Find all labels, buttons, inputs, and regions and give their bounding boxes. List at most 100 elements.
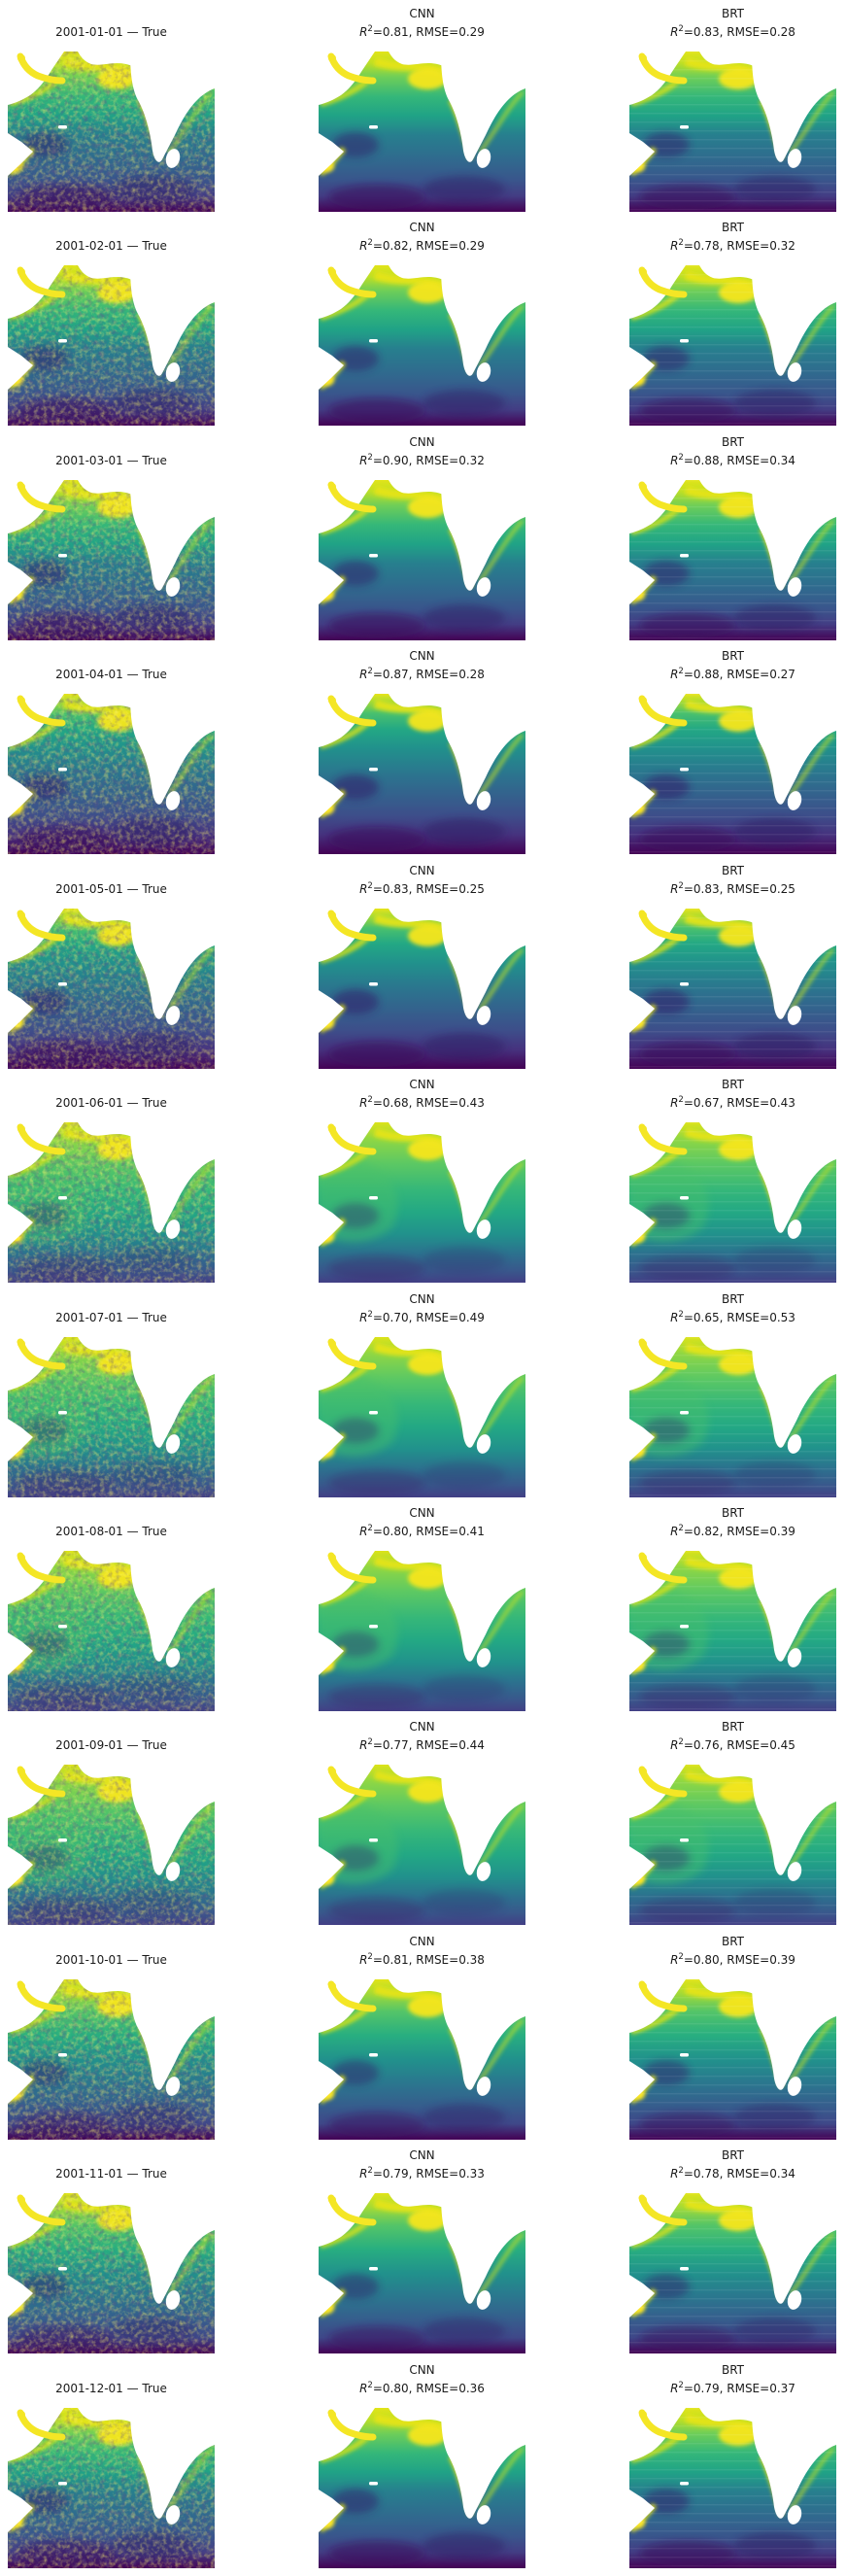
r2-value: 0.82	[382, 239, 409, 254]
equals-sign: =	[760, 668, 770, 682]
true-map	[8, 1978, 215, 2140]
cnn-metrics: R2=0.81, RMSE=0.38	[359, 1951, 485, 1970]
panel-cnn: CNN R2=0.77, RMSE=0.44	[319, 1713, 525, 1926]
equals-sign: =	[683, 2167, 694, 2181]
equals-sign: =	[683, 1096, 694, 1111]
r2-value: 0.80	[382, 2381, 409, 2395]
brt-panel-title: BRT R2=0.80, RMSE=0.39	[629, 1928, 836, 1979]
cnn-panel-title: CNN R2=0.81, RMSE=0.29	[319, 0, 525, 52]
brt-map	[629, 1122, 836, 1284]
rmse-value: 0.34	[769, 2167, 795, 2181]
r2-symbol: R	[359, 453, 368, 467]
panel-cnn: CNN R2=0.82, RMSE=0.29	[319, 214, 525, 427]
true-panel-title: 2001-05-01 — True	[8, 857, 215, 909]
r2-symbol: R	[670, 1738, 679, 1753]
true-title-text: 2001-04-01 — True	[55, 668, 167, 682]
cnn-metrics: R2=0.90, RMSE=0.32	[359, 452, 485, 470]
rmse-label: RMSE	[416, 239, 450, 254]
brt-map	[629, 52, 836, 212]
rmse-value: 0.29	[458, 25, 485, 39]
brt-map	[629, 265, 836, 427]
cnn-model-label: CNN	[409, 863, 435, 877]
panel-brt: BRT R2=0.78, RMSE=0.34	[629, 2142, 836, 2354]
r2-value: 0.83	[693, 25, 720, 39]
cnn-model-label: CNN	[409, 7, 435, 20]
r2-value: 0.83	[382, 881, 409, 896]
panel-cnn: CNN R2=0.80, RMSE=0.41	[319, 1499, 525, 1711]
equals-sign: =	[449, 1096, 459, 1111]
rmse-value: 0.32	[769, 239, 795, 254]
brt-metrics: R2=0.78, RMSE=0.34	[670, 2165, 795, 2183]
rmse-label: RMSE	[416, 1524, 450, 1538]
brt-model-label: BRT	[721, 649, 745, 664]
cnn-panel-title: CNN R2=0.82, RMSE=0.29	[319, 214, 525, 265]
r2-exponent: 2	[367, 2166, 373, 2177]
brt-map	[629, 1765, 836, 1926]
true-map	[8, 1550, 215, 1711]
r2-value: 0.81	[382, 25, 409, 39]
rmse-value: 0.28	[769, 25, 795, 39]
rmse-label: RMSE	[727, 1952, 761, 1967]
separator: ,	[408, 2167, 417, 2181]
brt-panel-title: BRT R2=0.78, RMSE=0.34	[629, 2142, 836, 2193]
r2-symbol: R	[359, 239, 368, 254]
separator: ,	[719, 2381, 728, 2395]
equals-sign: =	[683, 2381, 694, 2395]
separator: ,	[408, 1952, 417, 1967]
true-panel-title: 2001-10-01 — True	[8, 1928, 215, 1979]
rmse-label: RMSE	[416, 453, 450, 467]
brt-metrics: R2=0.79, RMSE=0.37	[670, 2380, 795, 2398]
cnn-map	[319, 2407, 525, 2568]
rmse-label: RMSE	[727, 881, 761, 896]
r2-symbol: R	[670, 1310, 679, 1324]
rmse-label: RMSE	[727, 453, 761, 467]
cnn-panel-title: CNN R2=0.70, RMSE=0.49	[319, 1286, 525, 1337]
cnn-map	[319, 1978, 525, 2140]
cnn-panel-title: CNN R2=0.80, RMSE=0.41	[319, 1499, 525, 1551]
equals-sign: =	[449, 239, 459, 254]
true-title-text: 2001-05-01 — True	[55, 881, 167, 896]
r2-value: 0.76	[693, 1738, 720, 1753]
equals-sign: =	[760, 1310, 770, 1324]
cnn-model-label: CNN	[409, 649, 435, 664]
r2-exponent: 2	[678, 1523, 684, 1533]
rmse-value: 0.43	[458, 1096, 485, 1111]
r2-value: 0.82	[693, 1524, 720, 1538]
brt-map	[629, 694, 836, 855]
r2-value: 0.78	[693, 239, 720, 254]
r2-value: 0.77	[382, 1738, 409, 1753]
r2-symbol: R	[359, 1310, 368, 1324]
brt-panel-title: BRT R2=0.82, RMSE=0.39	[629, 1499, 836, 1551]
brt-panel-title: BRT R2=0.67, RMSE=0.43	[629, 1071, 836, 1122]
r2-value: 0.78	[693, 2167, 720, 2181]
r2-value: 0.80	[382, 1524, 409, 1538]
r2-exponent: 2	[678, 1309, 684, 1320]
equals-sign: =	[683, 25, 694, 39]
brt-panel-title: BRT R2=0.79, RMSE=0.37	[629, 2356, 836, 2408]
true-map	[8, 694, 215, 855]
true-panel-title: 2001-06-01 — True	[8, 1071, 215, 1122]
r2-exponent: 2	[367, 452, 373, 463]
rmse-label: RMSE	[727, 239, 761, 254]
separator: ,	[408, 1096, 417, 1111]
equals-sign: =	[760, 1096, 770, 1111]
cnn-panel-title: CNN R2=0.79, RMSE=0.33	[319, 2142, 525, 2193]
panel-brt: BRT R2=0.65, RMSE=0.53	[629, 1286, 836, 1497]
cnn-metrics: R2=0.83, RMSE=0.25	[359, 880, 485, 899]
rmse-value: 0.32	[458, 453, 485, 467]
equals-sign: =	[683, 1310, 694, 1324]
equals-sign: =	[760, 1952, 770, 1967]
rmse-label: RMSE	[727, 668, 761, 682]
equals-sign: =	[372, 1310, 383, 1324]
cnn-metrics: R2=0.81, RMSE=0.29	[359, 23, 485, 42]
r2-exponent: 2	[367, 1737, 373, 1748]
brt-metrics: R2=0.88, RMSE=0.34	[670, 452, 795, 470]
brt-metrics: R2=0.67, RMSE=0.43	[670, 1094, 795, 1113]
cnn-metrics: R2=0.70, RMSE=0.49	[359, 1309, 485, 1327]
brt-map	[629, 1978, 836, 2140]
cnn-model-label: CNN	[409, 1720, 435, 1735]
equals-sign: =	[372, 881, 383, 896]
equals-sign: =	[760, 1524, 770, 1538]
cnn-panel-title: CNN R2=0.68, RMSE=0.43	[319, 1071, 525, 1122]
panel-true: 2001-04-01 — True	[8, 642, 215, 855]
